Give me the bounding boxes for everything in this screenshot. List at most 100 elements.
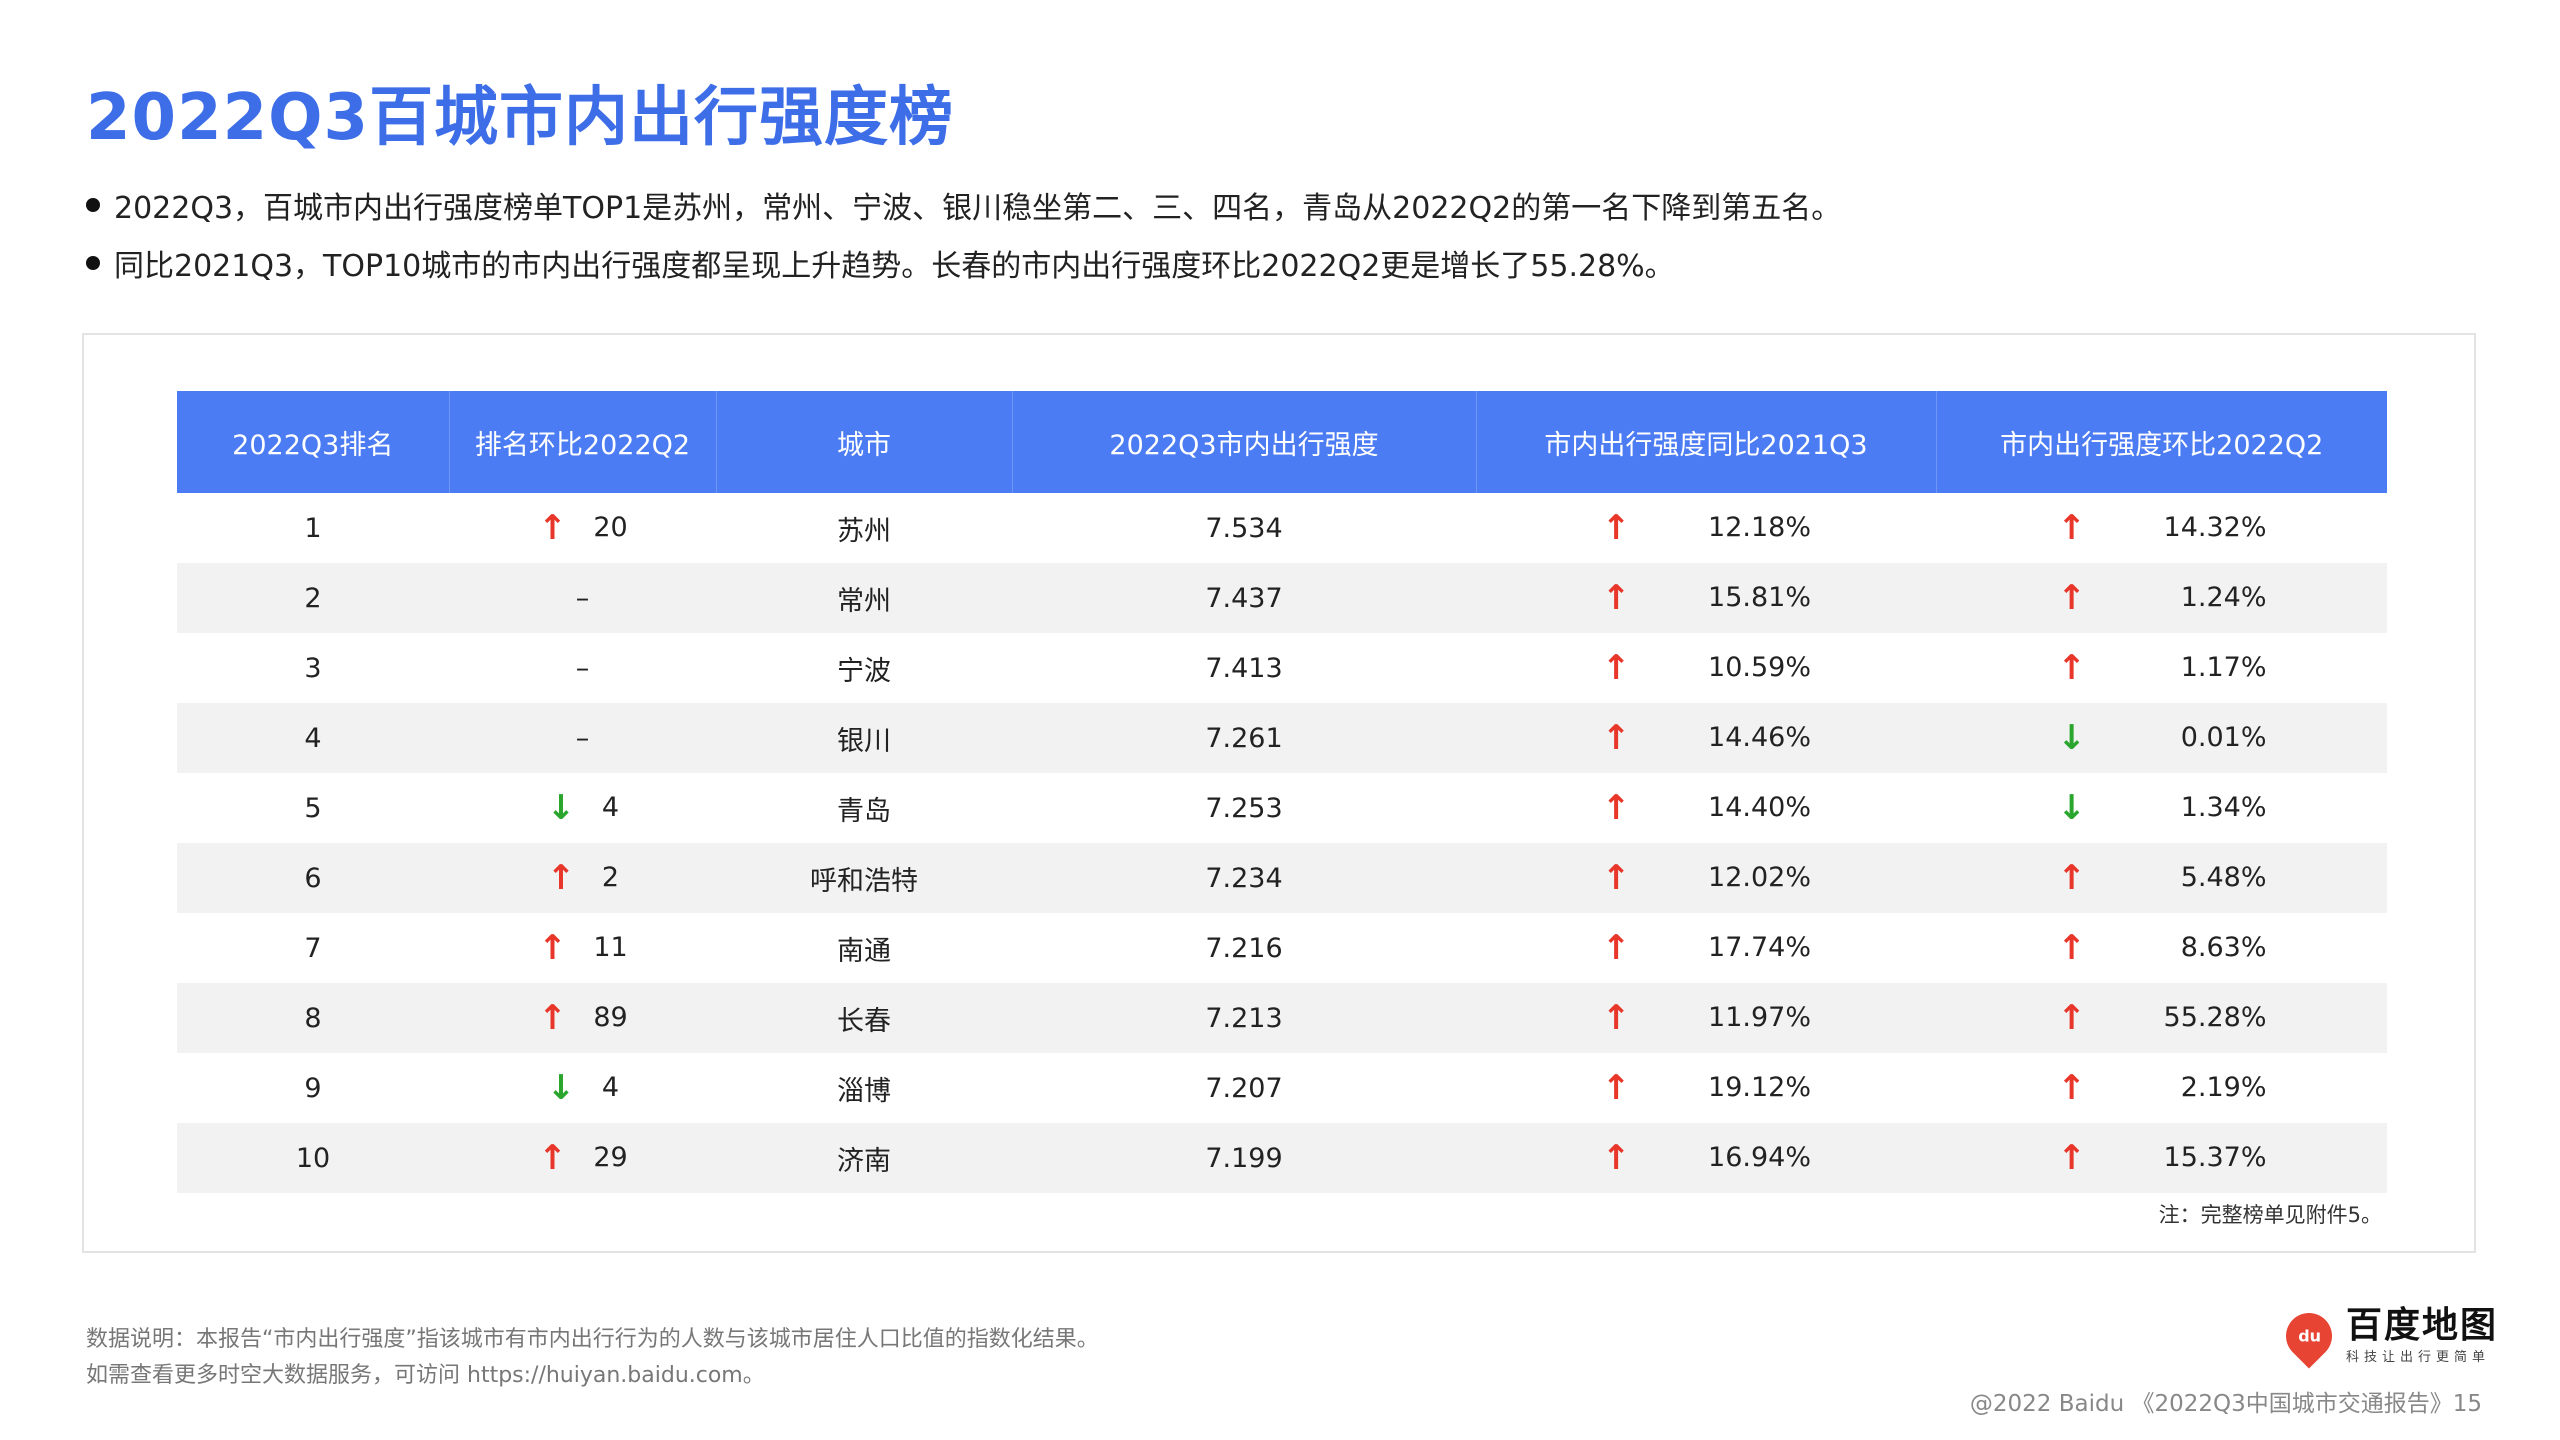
rank-cell: 8 <box>177 983 449 1053</box>
intensity-value: 7.534 <box>1205 512 1283 544</box>
rank-value: 9 <box>304 1072 322 1104</box>
rank-value: 3 <box>304 652 322 684</box>
rank-cell: 9 <box>177 1053 449 1123</box>
arrow-up-icon: ↑ <box>2057 927 2086 968</box>
qoq-value: 55.28% <box>2163 1002 2267 1033</box>
table-row: 10 ↑ 29 济南 7.199 ↑ 16.94% ↑ 15.37% <box>177 1123 2387 1193</box>
arrow-up-icon: ↑ <box>2057 647 2086 688</box>
qoq-value: 0.01% <box>2180 722 2267 753</box>
arrow-up-icon: ↑ <box>2057 577 2086 618</box>
yoy-value: 12.02% <box>1708 862 1811 893</box>
bullet-dot-icon <box>86 198 100 212</box>
city-name: 常州 <box>837 585 891 617</box>
table-row: 7 ↑ 11 南通 7.216 ↑ 17.74% ↑ 8.63% <box>177 913 2387 983</box>
map-pin-icon: du <box>2276 1302 2342 1369</box>
city-cell: 长春 <box>716 983 1012 1053</box>
qoq-value: 15.37% <box>2163 1142 2267 1173</box>
logo-slogan: 科技让出行更简单 <box>2346 1350 2491 1365</box>
header-qoq: 市内出行强度环比2022Q2 <box>1936 391 2387 493</box>
city-cell: 淄博 <box>716 1053 1012 1123</box>
rank-value: 2 <box>304 582 322 614</box>
intensity-cell: 7.413 <box>1012 633 1476 703</box>
rank-cell: 7 <box>177 913 449 983</box>
intensity-value: 7.437 <box>1205 582 1283 614</box>
rank-change-cell: – <box>449 563 716 633</box>
qoq-cell: ↑ 15.37% <box>1936 1123 2387 1193</box>
yoy-value: 17.74% <box>1708 932 1811 963</box>
rank-change-value: 89 <box>593 1002 628 1033</box>
bullet-text: 2022Q3，百城市内出行强度榜单TOP1是苏州，常州、宁波、银川稳坐第二、三、… <box>114 191 1842 226</box>
yoy-cell: ↑ 19.12% <box>1476 1053 1936 1123</box>
intensity-cell: 7.199 <box>1012 1123 1476 1193</box>
page-title: 2022Q3百城市内出行强度榜 <box>86 81 955 155</box>
city-name: 银川 <box>837 725 891 757</box>
qoq-cell: ↑ 14.32% <box>1936 493 2387 563</box>
intensity-cell: 7.207 <box>1012 1053 1476 1123</box>
yoy-cell: ↑ 14.40% <box>1476 773 1936 843</box>
rank-change-cell: ↑ 11 <box>449 913 716 983</box>
qoq-cell: ↑ 2.19% <box>1936 1053 2387 1123</box>
rank-value: 6 <box>304 862 322 894</box>
service-link-text: 如需查看更多时空大数据服务，可访问 https://huiyan.baidu.c… <box>86 1363 765 1388</box>
intensity-value: 7.234 <box>1205 862 1283 894</box>
qoq-cell: ↓ 1.34% <box>1936 773 2387 843</box>
summary-bullet: 2022Q3，百城市内出行强度榜单TOP1是苏州，常州、宁波、银川稳坐第二、三、… <box>86 176 1841 234</box>
rank-change-value: – <box>575 652 590 684</box>
intensity-value: 7.261 <box>1205 722 1283 754</box>
arrow-up-icon: ↑ <box>1601 857 1631 898</box>
rank-change-cell: – <box>449 703 716 773</box>
arrow-up-icon: ↑ <box>1601 997 1631 1038</box>
bullet-dot-icon <box>86 256 100 270</box>
rank-cell: 5 <box>177 773 449 843</box>
table-row: 9 ↓ 4 淄博 7.207 ↑ 19.12% ↑ 2.19% <box>177 1053 2387 1123</box>
intensity-value: 7.253 <box>1205 792 1283 824</box>
yoy-value: 10.59% <box>1708 652 1811 683</box>
rank-change-cell: ↓ 4 <box>449 1053 716 1123</box>
arrow-up-icon: ↑ <box>538 507 567 548</box>
rank-value: 8 <box>304 1002 322 1034</box>
yoy-cell: ↑ 17.74% <box>1476 913 1936 983</box>
arrow-up-icon: ↑ <box>1601 1137 1631 1178</box>
intensity-cell: 7.261 <box>1012 703 1476 773</box>
city-cell: 济南 <box>716 1123 1012 1193</box>
rank-change-value: 11 <box>593 932 628 963</box>
rank-change-cell: ↑ 89 <box>449 983 716 1053</box>
rank-change-cell: ↑ 2 <box>449 843 716 913</box>
logo-name: 百度地图 <box>2346 1305 2499 1346</box>
table-row: 5 ↓ 4 青岛 7.253 ↑ 14.40% ↓ 1.34% <box>177 773 2387 843</box>
rank-cell: 4 <box>177 703 449 773</box>
rank-change-cell: ↑ 29 <box>449 1123 716 1193</box>
arrow-up-icon: ↑ <box>1601 787 1631 828</box>
qoq-value: 2.19% <box>2180 1072 2267 1103</box>
yoy-value: 12.18% <box>1708 512 1811 543</box>
rank-value: 1 <box>304 512 322 544</box>
intensity-cell: 7.234 <box>1012 843 1476 913</box>
qoq-value: 1.34% <box>2180 792 2267 823</box>
intensity-cell: 7.534 <box>1012 493 1476 563</box>
city-cell: 常州 <box>716 563 1012 633</box>
city-name: 济南 <box>837 1145 891 1177</box>
rank-change-cell: ↓ 4 <box>449 773 716 843</box>
qoq-cell: ↑ 5.48% <box>1936 843 2387 913</box>
yoy-value: 11.97% <box>1708 1002 1811 1033</box>
table-note: 注：完整榜单见附件5。 <box>2158 1203 2382 1227</box>
header-rank: 2022Q3排名 <box>177 391 450 493</box>
qoq-value: 5.48% <box>2180 862 2267 893</box>
bullet-text: 同比2021Q3，TOP10城市的市内出行强度都呈现上升趋势。长春的市内出行强度… <box>114 249 1675 284</box>
baidu-map-logo: du 百度地图 科技让出行更简单 <box>2276 1302 2499 1369</box>
arrow-up-icon: ↑ <box>1601 717 1631 758</box>
intensity-value: 7.199 <box>1205 1142 1283 1174</box>
intensity-value: 7.413 <box>1205 652 1283 684</box>
intensity-value: 7.207 <box>1205 1072 1283 1104</box>
rank-change-value: 4 <box>601 1072 620 1103</box>
city-name: 淄博 <box>837 1075 891 1107</box>
arrow-down-icon: ↓ <box>546 787 576 828</box>
summary-bullets: 2022Q3，百城市内出行强度榜单TOP1是苏州，常州、宁波、银川稳坐第二、三、… <box>86 176 1841 292</box>
rank-change-value: – <box>575 722 590 754</box>
table-header-row: 2022Q3排名 排名环比2022Q2 城市 2022Q3市内出行强度 市内出行… <box>177 391 2387 493</box>
city-cell: 苏州 <box>716 493 1012 563</box>
arrow-up-icon: ↑ <box>1601 927 1631 968</box>
qoq-cell: ↑ 8.63% <box>1936 913 2387 983</box>
qoq-cell: ↑ 1.24% <box>1936 563 2387 633</box>
qoq-cell: ↑ 1.17% <box>1936 633 2387 703</box>
